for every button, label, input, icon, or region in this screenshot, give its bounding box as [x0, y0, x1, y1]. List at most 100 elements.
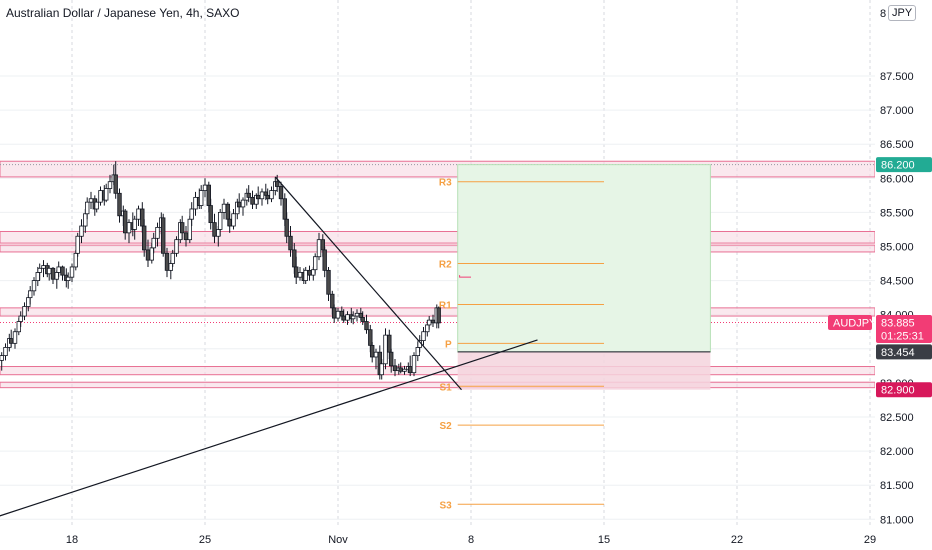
candle-body: [127, 223, 131, 233]
currency-badge[interactable]: JPY: [888, 5, 916, 21]
candle[interactable]: [270, 186, 274, 202]
candle-body: [374, 352, 378, 357]
candle-body: [388, 335, 392, 352]
candle-body: [313, 257, 317, 270]
price-tick-label: 81.500: [880, 480, 914, 492]
position-layer: [458, 165, 711, 390]
support-resistance-zone[interactable]: [0, 161, 875, 177]
candle-body: [332, 308, 336, 318]
candle-body: [66, 277, 70, 280]
candle-body: [323, 250, 327, 270]
pivot-label-s1: S1: [439, 382, 452, 393]
candle-body: [188, 219, 192, 239]
candle-body: [23, 307, 27, 317]
candle[interactable]: [137, 206, 141, 226]
candle-body: [283, 199, 287, 219]
candle[interactable]: [199, 185, 203, 209]
candle[interactable]: [104, 184, 108, 202]
candle[interactable]: [23, 302, 27, 320]
pivot-label-r2: R2: [439, 260, 452, 271]
candle-body: [27, 298, 31, 307]
trendline-2[interactable]: [275, 177, 461, 390]
candle[interactable]: [323, 246, 327, 277]
candle[interactable]: [222, 199, 226, 219]
entry-price-tag-text: 83.454: [881, 347, 915, 359]
support-resistance-zone[interactable]: [0, 367, 875, 375]
candle[interactable]: [76, 233, 80, 257]
candle-body: [89, 199, 93, 202]
candle[interactable]: [266, 189, 270, 205]
candle[interactable]: [99, 186, 103, 205]
candle-body: [104, 189, 108, 201]
candle-body: [19, 316, 23, 321]
candle[interactable]: [370, 342, 374, 362]
candle-body: [146, 250, 150, 260]
candle-body: [260, 192, 264, 199]
candle[interactable]: [408, 356, 412, 376]
candle[interactable]: [89, 192, 93, 209]
candle[interactable]: [437, 307, 441, 329]
candle[interactable]: [175, 236, 179, 256]
candle-body: [304, 270, 308, 280]
candles-layer: [0, 161, 441, 379]
candle-body: [199, 191, 203, 206]
candle-body: [207, 185, 211, 205]
candle[interactable]: [70, 264, 74, 282]
candle-body: [264, 192, 268, 195]
candle[interactable]: [55, 270, 59, 288]
pivot-label-s2: S2: [439, 421, 452, 432]
support-resistance-zone[interactable]: [0, 382, 875, 387]
candle[interactable]: [51, 267, 55, 284]
candle-body: [217, 229, 221, 236]
candle-body: [0, 356, 4, 361]
candle[interactable]: [32, 277, 36, 295]
candle-body: [336, 311, 340, 318]
time-tick-label: Nov: [328, 534, 348, 546]
candle[interactable]: [203, 178, 207, 197]
candle[interactable]: [298, 267, 302, 281]
candle[interactable]: [188, 216, 192, 243]
candle[interactable]: [108, 175, 112, 193]
candle[interactable]: [13, 328, 17, 348]
candle-body: [393, 366, 397, 371]
candle[interactable]: [304, 267, 308, 284]
time-axis: 18 25 Nov 8 15 22 29: [0, 528, 876, 550]
candle-body: [222, 204, 226, 212]
candle-body: [351, 316, 355, 319]
candle-body: [70, 267, 74, 277]
support-resistance-zone[interactable]: [0, 245, 875, 252]
candle-body: [247, 193, 251, 197]
candle-body: [340, 311, 344, 316]
support-resistance-zone[interactable]: [0, 231, 875, 243]
candle-body: [228, 219, 232, 226]
candle-body: [141, 209, 145, 226]
time-tick-label: 15: [598, 534, 610, 546]
candle-body: [389, 352, 393, 366]
long-position-target-zone[interactable]: [458, 165, 711, 352]
candle[interactable]: [61, 266, 65, 281]
time-tick-label: 22: [731, 534, 743, 546]
candle[interactable]: [365, 315, 369, 334]
candle[interactable]: [42, 260, 46, 277]
price-tick-label: 86.500: [880, 139, 914, 151]
candle-body: [294, 267, 298, 277]
candle-body: [76, 236, 80, 253]
candle[interactable]: [241, 197, 245, 215]
price-tick-label: 85.500: [880, 207, 914, 219]
candle-body: [142, 226, 146, 250]
candle[interactable]: [251, 191, 255, 209]
candle[interactable]: [308, 266, 312, 281]
candle[interactable]: [118, 189, 122, 223]
candle[interactable]: [412, 352, 416, 376]
candle[interactable]: [4, 343, 8, 360]
candle[interactable]: [384, 328, 388, 369]
candle-body: [165, 253, 169, 270]
candle[interactable]: [146, 240, 150, 267]
candle-body: [270, 191, 274, 199]
long-position-stop-zone[interactable]: [458, 352, 711, 390]
candle[interactable]: [161, 214, 165, 257]
candle[interactable]: [422, 327, 426, 345]
candle[interactable]: [327, 267, 331, 301]
candle[interactable]: [260, 189, 264, 206]
